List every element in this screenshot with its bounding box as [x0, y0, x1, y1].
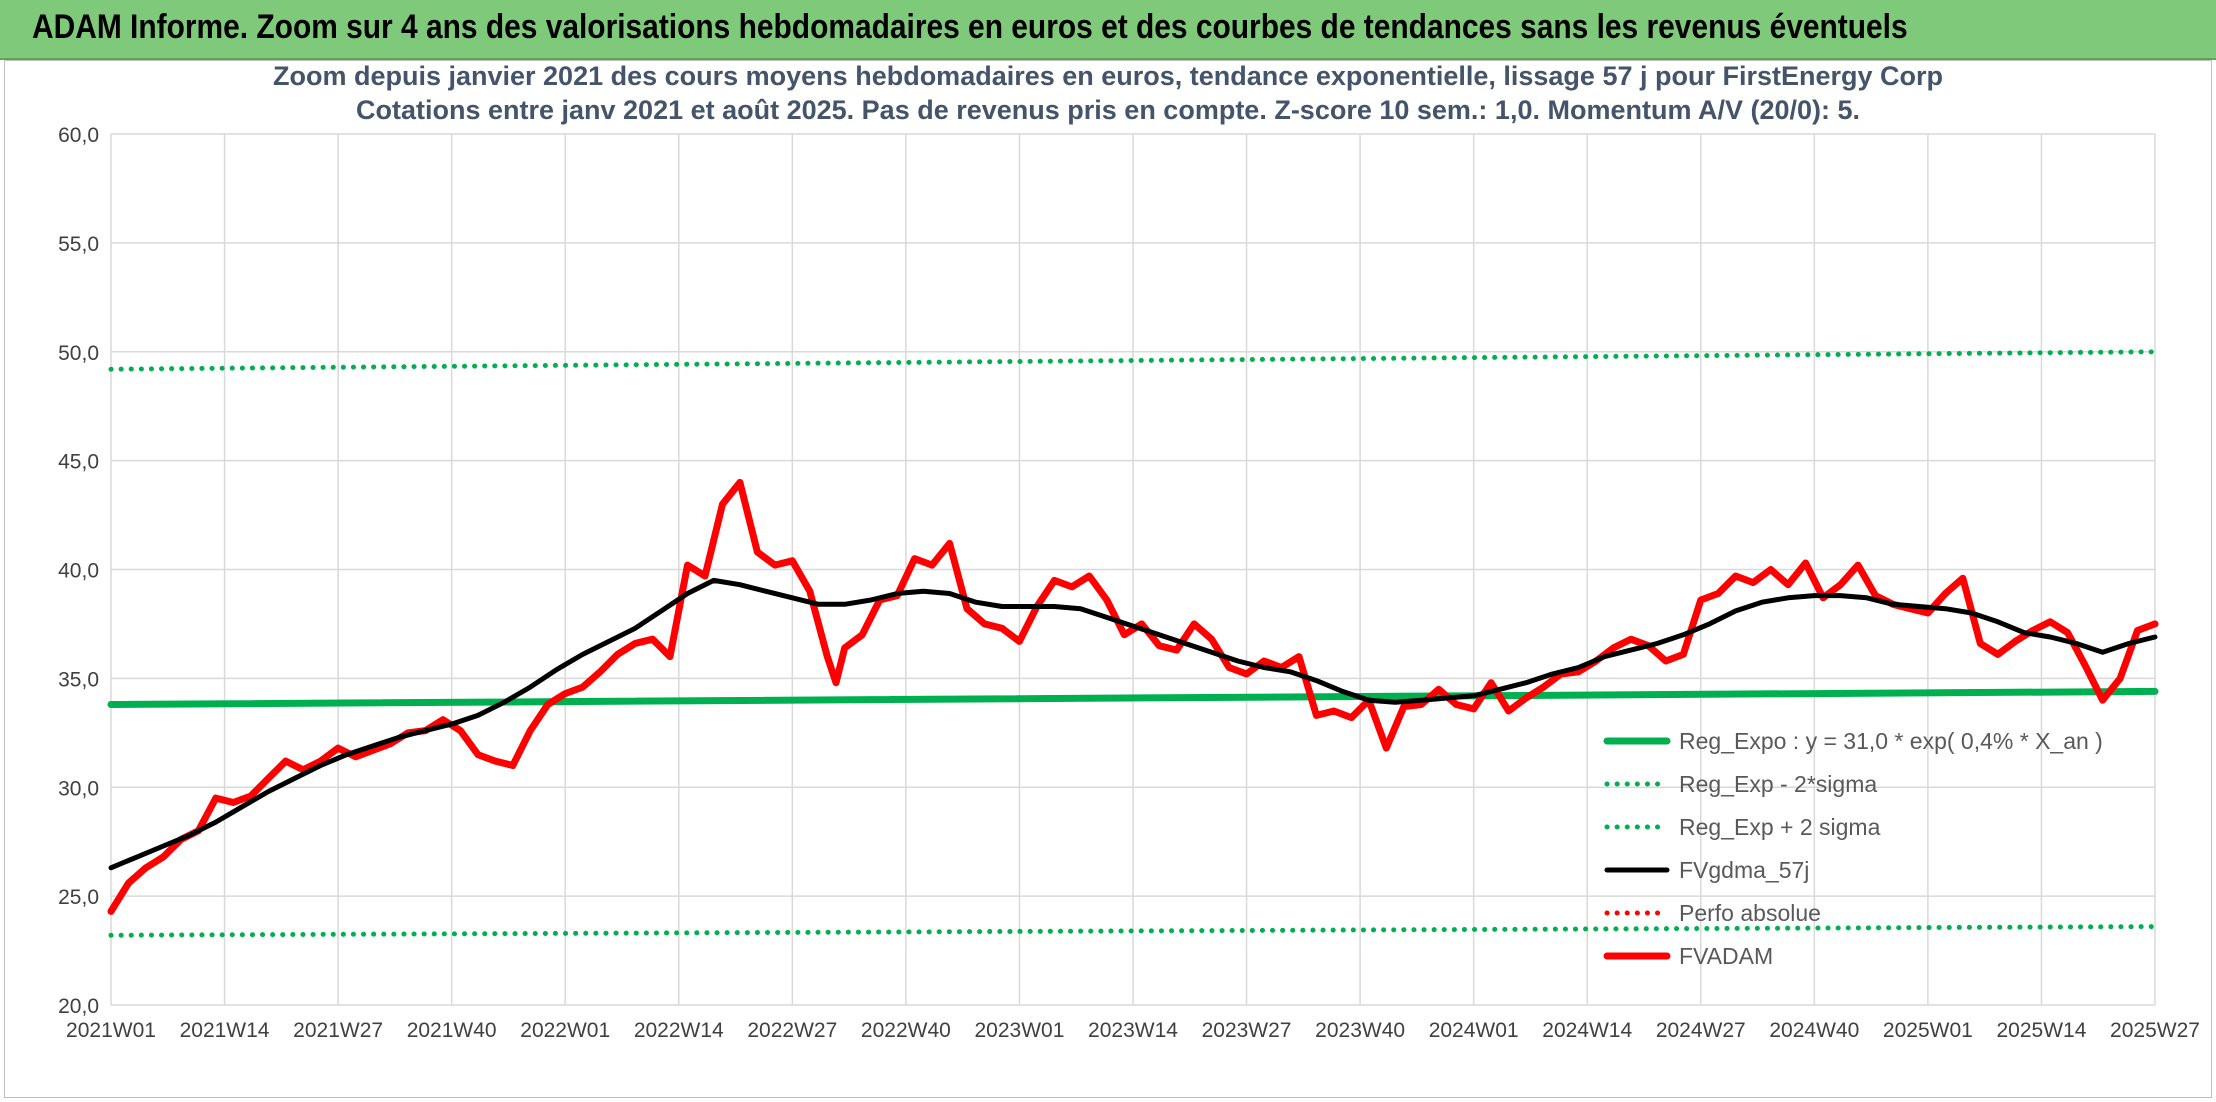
- x-tick-label: 2024W27: [1656, 1019, 1746, 1042]
- y-tick-label: 30,0: [58, 777, 99, 800]
- x-tick-label: 2025W01: [1883, 1019, 1973, 1042]
- chart-subtitle: Cotations entre janv 2021 et août 2025. …: [356, 95, 1860, 125]
- legend-label: FVADAM: [1679, 943, 1773, 969]
- x-tick-label: 2021W14: [180, 1019, 270, 1042]
- x-tick-label: 2022W01: [520, 1019, 610, 1042]
- y-tick-label: 35,0: [58, 668, 99, 691]
- x-tick-label: 2023W40: [1315, 1019, 1405, 1042]
- x-tick-label: 2023W27: [1202, 1019, 1292, 1042]
- x-tick-label: 2023W01: [974, 1019, 1064, 1042]
- series-line-3: [108, 577, 2158, 871]
- series-line-5: [107, 478, 2159, 915]
- axis-labels: 20,0 25,0 30,0 35,0 40,0 45,0 50,0 55,0 60,0 2021…: [58, 124, 2200, 1042]
- x-tick-label: 2022W14: [634, 1019, 724, 1042]
- series-line-2: [108, 349, 2158, 372]
- x-tick-label: 2024W01: [1429, 1019, 1519, 1042]
- chart-area: 20,0 25,0 30,0 35,0 40,0 45,0 50,0 55,0 60,0 2021…: [4, 60, 2212, 1098]
- y-tick-label: 55,0: [58, 233, 99, 256]
- x-tick-label: 2021W40: [407, 1019, 497, 1042]
- x-tick-label: 2021W01: [66, 1019, 156, 1042]
- legend-label: Reg_Exp - 2*sigma: [1679, 771, 1877, 797]
- y-tick-label: 50,0: [58, 342, 99, 365]
- y-tick-label: 45,0: [58, 451, 99, 474]
- y-tick-label: 25,0: [58, 886, 99, 909]
- series-group: [107, 349, 2159, 938]
- x-tick-label: 2024W14: [1542, 1019, 1632, 1042]
- banner-title: ADAM Informe. Zoom sur 4 ans des valoris…: [32, 8, 1908, 46]
- legend-label: Reg_Exp + 2 sigma: [1679, 814, 1881, 840]
- grid-lines: [110, 133, 2156, 1006]
- line-chart: 20,0 25,0 30,0 35,0 40,0 45,0 50,0 55,0 60,0 2021…: [58, 61, 2200, 1042]
- x-tick-label: 2021W27: [293, 1019, 383, 1042]
- y-tick-label: 40,0: [58, 560, 99, 583]
- series-line-0: [107, 687, 2159, 708]
- series-line-1: [108, 924, 2158, 938]
- legend-label: FVgdma_57j: [1679, 857, 1809, 883]
- y-tick-label: 60,0: [58, 124, 99, 147]
- x-tick-label: 2025W14: [1996, 1019, 2086, 1042]
- legend-label: Reg_Expo : y = 31,0 * exp( 0,4% * X_an ): [1679, 728, 2103, 754]
- x-tick-label: 2022W27: [747, 1019, 837, 1042]
- legend-label: Perfo absolue: [1679, 900, 1821, 926]
- chart-legend: Reg_Expo : y = 31,0 * exp( 0,4% * X_an )…: [1603, 728, 2103, 969]
- y-tick-label: 20,0: [58, 995, 99, 1018]
- x-tick-label: 2024W40: [1769, 1019, 1859, 1042]
- x-tick-label: 2025W27: [2110, 1019, 2200, 1042]
- report-banner: ADAM Informe. Zoom sur 4 ans des valoris…: [0, 0, 2216, 60]
- chart-title: Zoom depuis janvier 2021 des cours moyen…: [273, 61, 1943, 91]
- x-tick-label: 2023W14: [1088, 1019, 1178, 1042]
- chart-titles: Zoom depuis janvier 2021 des cours moyen…: [273, 61, 1943, 125]
- x-tick-label: 2022W40: [861, 1019, 951, 1042]
